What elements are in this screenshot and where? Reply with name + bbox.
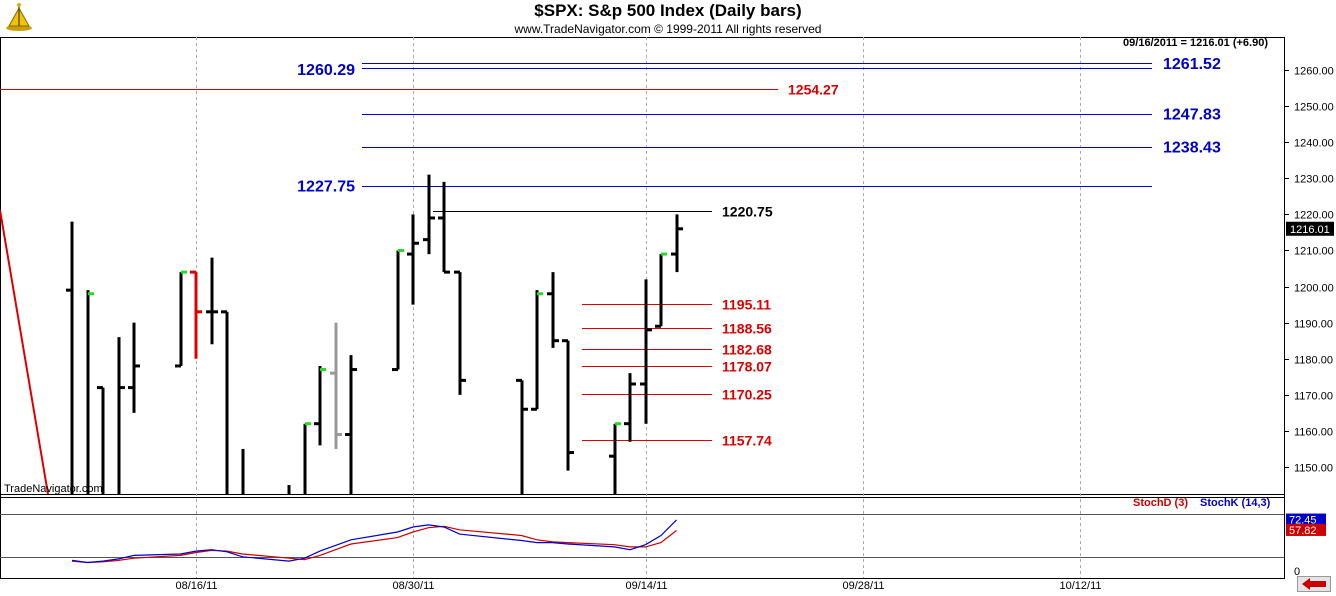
- trendline: [0, 209, 49, 495]
- y-tick-label: 1230.00: [1294, 174, 1334, 186]
- stoch-k-last-box: [1286, 513, 1326, 526]
- stoch-k-last-label: 72.45: [1289, 515, 1317, 527]
- x-tick-label: 09/28/11: [842, 580, 884, 592]
- stoch-d-last-box: [1286, 523, 1326, 536]
- ohlc-bar: [117, 337, 125, 494]
- ohlc-bar: [66, 221, 74, 494]
- price-levels: 1260.29 1261.52 1254.27 1247.83 1238.43 1227.…: [0, 56, 1221, 449]
- ohlc-bar: [345, 355, 357, 494]
- ohlc-bar: [175, 270, 187, 368]
- left-arrow-icon: [1302, 578, 1326, 590]
- y-tick-label: 1180.00: [1294, 355, 1333, 367]
- ohlc-bar: [547, 272, 559, 348]
- ohlc-bar: [221, 310, 229, 494]
- x-tick-label: 09/14/11: [625, 580, 667, 592]
- y-tick-label: 1150.00: [1294, 463, 1333, 475]
- ohlc-bar: [314, 365, 326, 446]
- stoch-d-line: [71, 525, 677, 564]
- level-label: 1220.75: [722, 204, 773, 220]
- level-label: 1238.43: [1163, 140, 1221, 157]
- level-label: 1260.29: [297, 62, 355, 79]
- y-tick-label: 1250.00: [1294, 102, 1334, 114]
- level-label: 1195.11: [722, 297, 771, 313]
- last-price-label: 1216.01: [1290, 224, 1330, 236]
- level-label: 1178.07: [722, 359, 772, 375]
- level-label: 1254.27: [788, 82, 839, 98]
- level-label: 1188.56: [722, 321, 772, 337]
- ohlc-bar: [97, 386, 105, 494]
- stoch-d-last-label: 57.82: [1289, 525, 1317, 537]
- last-price-box: [1286, 221, 1334, 236]
- y-tick-label: 1260.00: [1294, 66, 1334, 78]
- grid-lines: [0, 37, 1285, 579]
- x-axis: 08/16/11 08/30/11 09/14/11 09/28/11 10/12/11: [175, 580, 1101, 592]
- y-tick-label: 1160.00: [1294, 427, 1333, 439]
- y-tick-label: 1240.00: [1294, 138, 1334, 150]
- price-bars: [66, 174, 683, 494]
- watermark: TradeNavigator.com: [4, 483, 103, 495]
- ohlc-bar: [392, 248, 404, 372]
- x-tick-label: 08/30/11: [392, 580, 434, 592]
- y-tick-label: 1190.00: [1294, 319, 1333, 331]
- ohlc-bar: [454, 270, 466, 395]
- y-tick-label: 1210.00: [1294, 246, 1334, 258]
- ohlc-bar: [655, 252, 667, 328]
- stoch-d-legend: StochD (3): [1133, 497, 1188, 509]
- level-label: 1157.74: [722, 433, 772, 449]
- ohlc-bar: [303, 422, 311, 494]
- ohlc-bar: [516, 378, 528, 494]
- level-label: 1170.25: [722, 387, 772, 403]
- ohlc-bar: [423, 174, 435, 255]
- y-tick-label: 1200.00: [1294, 283, 1334, 295]
- ohlc-bar: [562, 339, 574, 471]
- stoch-k-legend: StochK (14,3): [1200, 497, 1271, 509]
- y-tick-label: 1220.00: [1294, 210, 1334, 222]
- ohlc-bar: [190, 270, 202, 359]
- stoch-k-line: [71, 519, 677, 564]
- plot-frame: [0, 37, 1285, 579]
- chart-title: $SPX: S&p 500 Index (Daily bars): [534, 1, 802, 20]
- ohlc-bar: [128, 322, 140, 413]
- ohlc-bar: [531, 290, 543, 411]
- ohlc-bar: [86, 290, 94, 494]
- level-label: 1227.75: [297, 179, 355, 196]
- ohlc-bar: [407, 214, 419, 305]
- ohlc-bar: [609, 422, 621, 494]
- stoch-tick-label: 0: [1294, 566, 1300, 578]
- chart-subtitle: www.TradeNavigator.com © 1999-2011 All r…: [514, 22, 822, 36]
- red-trendline: [0, 209, 49, 495]
- ohlc-bar: [438, 181, 450, 274]
- x-tick-label: 10/12/11: [1059, 580, 1101, 592]
- ohlc-bar: [624, 373, 636, 442]
- ohlc-bar: [640, 279, 652, 424]
- ohlc-bar: [330, 322, 342, 449]
- y-tick-label: 1170.00: [1294, 391, 1333, 403]
- last-bar-info: 09/16/2011 = 1216.01 (+6.90): [1123, 37, 1268, 49]
- x-tick-label: 08/16/11: [175, 580, 217, 592]
- ohlc-bar: [671, 214, 683, 273]
- ohlc-bar: [206, 257, 218, 345]
- level-label: 1261.52: [1163, 56, 1221, 73]
- level-label: 1182.68: [722, 342, 772, 358]
- back-arrow-button[interactable]: [1297, 576, 1331, 592]
- level-label: 1247.83: [1163, 107, 1221, 124]
- tradenavigator-logo-icon: [4, 2, 34, 32]
- price-axis: 1150.00 1160.00 1170.00 1180.00 1190.00 1200.…: [4, 37, 1334, 495]
